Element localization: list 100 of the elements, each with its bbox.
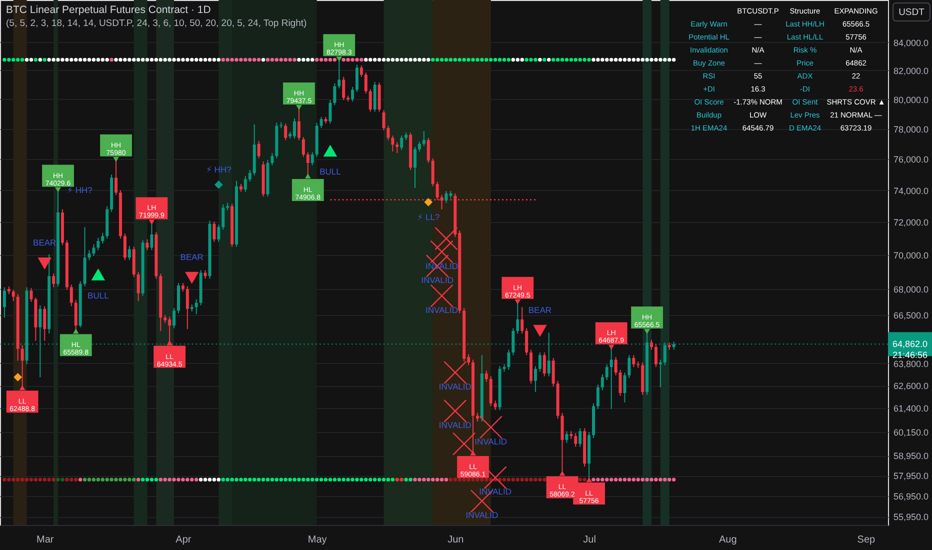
candlestick bbox=[426, 137, 430, 164]
candlestick bbox=[368, 88, 372, 112]
point bbox=[533, 324, 547, 337]
candlestick bbox=[520, 306, 524, 334]
data-label: BULL bbox=[88, 290, 110, 300]
candlestick bbox=[150, 222, 154, 251]
ref-line-label: 64,862.0 21:46:56 bbox=[892, 339, 928, 360]
point bbox=[72, 328, 79, 334]
point bbox=[479, 416, 502, 439]
x-tick-label: Jul bbox=[583, 534, 596, 546]
candlestick bbox=[658, 359, 662, 388]
candlestick bbox=[92, 244, 96, 256]
candlestick bbox=[146, 238, 149, 251]
point bbox=[38, 258, 52, 270]
candlestick bbox=[257, 140, 260, 159]
point bbox=[434, 227, 458, 250]
point bbox=[91, 268, 106, 280]
candlestick bbox=[128, 245, 131, 261]
point bbox=[452, 432, 476, 456]
data-label: INVALID bbox=[438, 420, 472, 430]
y-tick-label: 74,000.0 bbox=[894, 186, 929, 196]
candlestick bbox=[217, 224, 220, 242]
candlestick bbox=[212, 220, 216, 242]
y-tick-label: 62,600.0 bbox=[894, 381, 929, 392]
y-tick-label: 80,000.0 bbox=[894, 94, 929, 105]
point bbox=[444, 361, 467, 384]
x-tick-label: Aug bbox=[718, 534, 737, 546]
point bbox=[424, 198, 433, 206]
candlestick bbox=[650, 339, 653, 350]
candlestick bbox=[136, 271, 140, 302]
candlestick bbox=[422, 130, 426, 147]
point bbox=[323, 144, 338, 157]
data-label: BEAR bbox=[528, 304, 552, 315]
candlestick bbox=[284, 123, 288, 141]
point bbox=[430, 240, 454, 264]
candlestick bbox=[186, 286, 189, 330]
point bbox=[444, 399, 467, 423]
candlestick bbox=[574, 432, 578, 448]
data-label: INVALID bbox=[466, 510, 498, 520]
candlestick bbox=[628, 354, 631, 379]
candlestick bbox=[222, 204, 225, 230]
candlestick bbox=[30, 288, 33, 302]
candlestick bbox=[194, 298, 198, 315]
candlestick bbox=[400, 135, 404, 150]
candlestick bbox=[101, 232, 104, 244]
data-label: INVALID bbox=[479, 486, 512, 497]
x-tick-label: Sep bbox=[857, 534, 876, 546]
point bbox=[304, 174, 311, 179]
candlestick bbox=[12, 289, 15, 302]
y-tick-label: 78,000.0 bbox=[894, 124, 929, 134]
candlestick bbox=[386, 125, 390, 141]
data-label: INVALID bbox=[421, 275, 454, 286]
candlestick bbox=[654, 344, 658, 368]
x-tick-label: Apr bbox=[176, 534, 192, 546]
candlestick bbox=[542, 352, 546, 377]
data-label: ⚡ LL? bbox=[417, 212, 440, 222]
candlestick bbox=[413, 146, 416, 188]
y-tick-label: 57,950.0 bbox=[894, 471, 929, 482]
data-label: ⚡ HH? bbox=[206, 164, 232, 175]
candlestick bbox=[43, 306, 46, 342]
data-label: BULL bbox=[320, 166, 342, 177]
point bbox=[296, 104, 302, 110]
candlestick bbox=[538, 352, 542, 372]
point bbox=[559, 470, 566, 476]
candlestick bbox=[342, 76, 346, 100]
candlestick bbox=[444, 190, 448, 204]
data-label: INVALID bbox=[426, 304, 458, 315]
point bbox=[184, 272, 199, 284]
chart-title: BTC Linear Perpetual Futures Contract · 1D bbox=[6, 4, 212, 16]
candlestick bbox=[355, 64, 358, 92]
point bbox=[336, 56, 342, 62]
y-tick-label: 56,950.0 bbox=[894, 491, 929, 502]
candlestick bbox=[600, 374, 604, 391]
candlestick bbox=[248, 169, 252, 182]
y-tick-label: 70,000.0 bbox=[894, 250, 929, 261]
candlestick bbox=[596, 384, 600, 410]
candlestick bbox=[418, 141, 421, 152]
candlestick bbox=[123, 233, 126, 261]
candlestick bbox=[614, 356, 618, 376]
y-tick-label: 82,000.0 bbox=[894, 66, 929, 76]
candlestick bbox=[507, 349, 510, 370]
candlestick bbox=[565, 430, 568, 444]
candlestick bbox=[396, 142, 399, 154]
candlestick bbox=[534, 366, 537, 393]
point bbox=[148, 220, 155, 225]
y-tick-label: 84,000.0 bbox=[894, 38, 929, 48]
x-tick-label: Jun bbox=[448, 534, 464, 546]
candlestick bbox=[351, 86, 354, 102]
candlestick bbox=[302, 136, 305, 158]
data-label: INVALID bbox=[438, 382, 472, 392]
candlestick bbox=[270, 152, 274, 166]
candlestick bbox=[552, 357, 555, 387]
candlestick bbox=[382, 110, 386, 131]
candlestick bbox=[364, 72, 368, 94]
y-tick-label: 58,950.0 bbox=[894, 451, 929, 462]
candlestick bbox=[605, 364, 608, 380]
candlestick bbox=[525, 328, 528, 356]
candlestick bbox=[623, 372, 626, 403]
candlestick bbox=[328, 99, 332, 124]
candlestick bbox=[2, 286, 6, 318]
